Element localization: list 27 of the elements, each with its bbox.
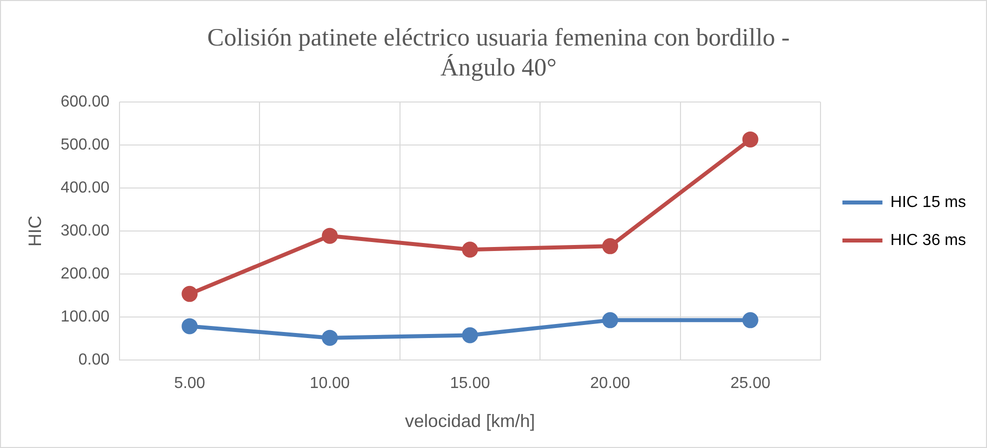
point [742,131,758,148]
x-tick-label: 20.00 [590,375,630,392]
y-tick-label: 500.00 [60,136,110,154]
point [182,286,198,302]
y-tick-label: 300.00 [60,222,110,240]
point [602,312,618,328]
point [742,312,758,328]
y-tick-label: 0.00 [78,352,110,369]
chart-title: Colisión patinete eléctrico usuaria femenina con bordillo - Ángulo 40° [207,24,790,82]
y-axis-title: HIC [24,216,45,247]
x-tick-label: 10.00 [310,375,350,392]
y-tick-label: 600.00 [60,93,110,110]
point [182,318,198,334]
x-tick-label: 25.00 [730,375,770,392]
point [462,242,478,258]
legend-label: HIC 36 ms [890,232,966,249]
point [602,238,618,254]
x-axis-title: velocidad [km/h] [404,411,536,432]
point [462,327,478,344]
y-tick-label: 100.00 [60,308,110,326]
point [322,330,338,346]
y-tick-label: 400.00 [60,179,110,196]
x-tick-label: 5.00 [174,375,206,392]
x-tick-label: 15.00 [450,375,490,392]
legend-label: HIC 15 ms [890,194,966,211]
point [322,228,338,244]
y-tick-label: 200.00 [60,266,110,283]
